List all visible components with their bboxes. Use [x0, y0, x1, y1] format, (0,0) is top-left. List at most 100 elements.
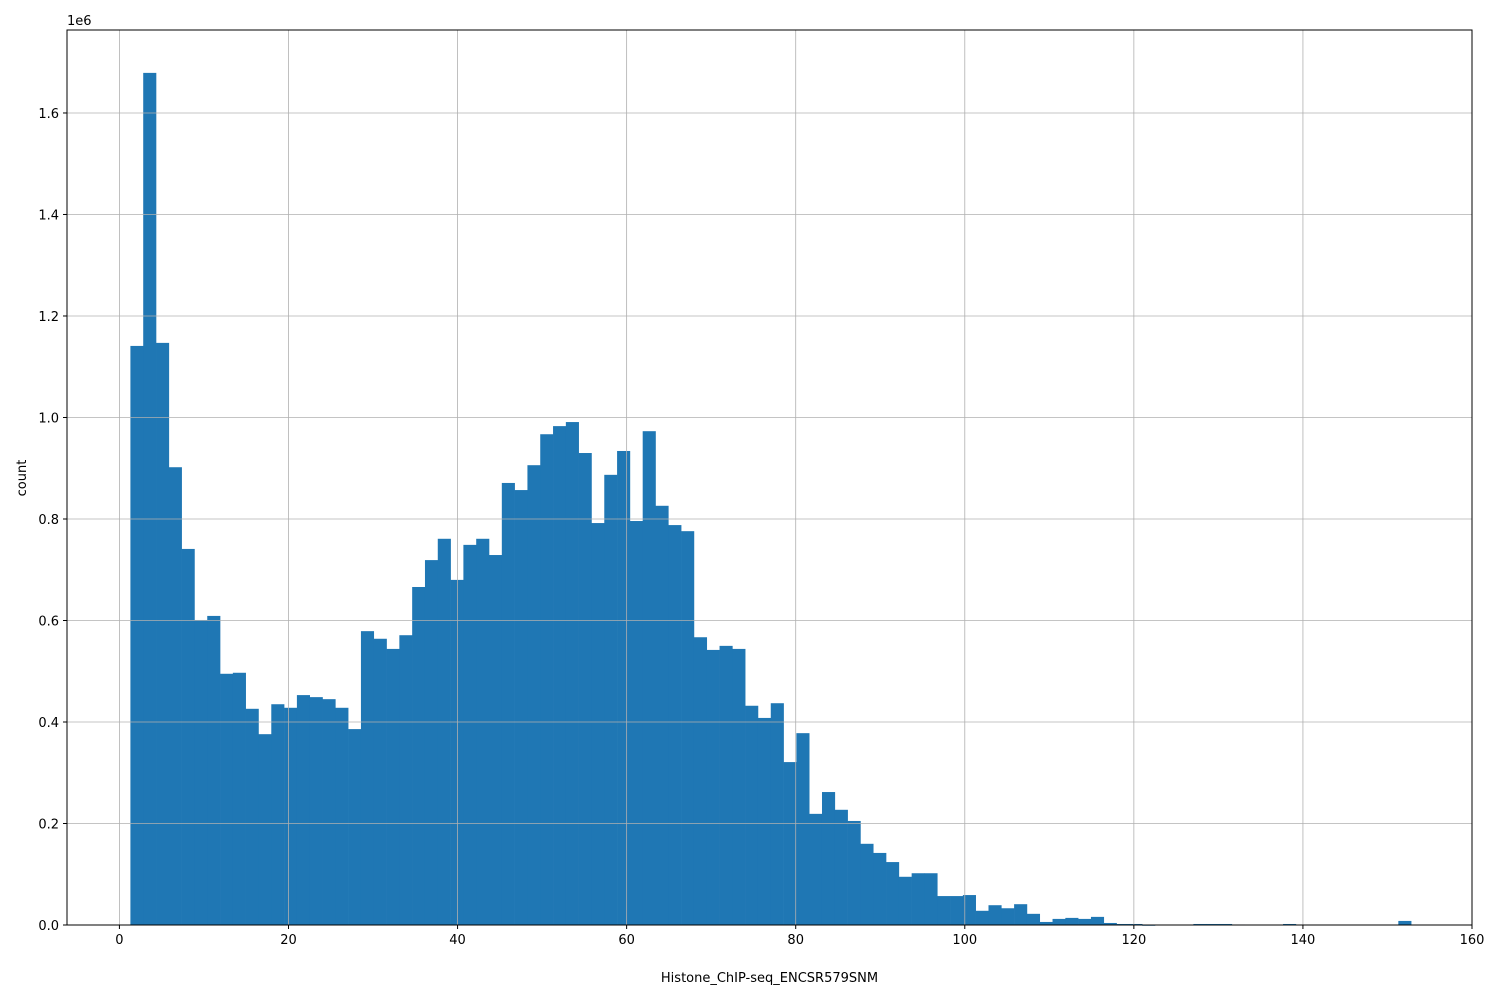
histogram-bar: [834, 809, 848, 925]
histogram-bar: [783, 762, 797, 925]
histogram-bar: [796, 733, 810, 925]
histogram-bar: [1090, 916, 1105, 925]
histogram-bar: [489, 555, 503, 925]
bars: [130, 72, 1412, 926]
histogram-bar: [693, 637, 708, 925]
x-tick-label: 60: [618, 933, 635, 948]
x-tick-label: 140: [1291, 933, 1316, 948]
histogram-bar: [360, 631, 375, 925]
histogram-bar: [809, 813, 823, 925]
histogram-bar: [898, 876, 912, 925]
histogram-bar: [501, 482, 515, 925]
histogram-bar: [232, 672, 246, 925]
axes-frame: [66, 29, 1473, 926]
y-tick-label: 1.0: [38, 411, 59, 426]
histogram-bar: [296, 695, 311, 925]
histogram-bar: [975, 910, 989, 925]
histogram-bar: [130, 345, 144, 925]
histogram-bar: [476, 538, 490, 925]
histogram-bar: [463, 544, 477, 925]
histogram-bar: [207, 615, 221, 925]
y-axis: 0.0 0.2 0.4 0.6 0.8 1.0 1.2 1.4 1.6: [38, 107, 67, 934]
histogram-bar: [386, 648, 400, 925]
histogram-bar: [719, 645, 733, 925]
histogram-bar: [860, 843, 874, 925]
histogram-bar: [373, 638, 387, 925]
histogram-bar: [1206, 923, 1220, 925]
histogram-bar: [962, 895, 976, 925]
histogram-bar: [156, 342, 170, 925]
histogram-bar: [706, 649, 720, 925]
histogram-bar: [681, 531, 695, 925]
y-offset-label: 1e6: [67, 14, 92, 29]
x-axis: 0 20 40 60 80 100 120 140 160: [115, 925, 1484, 948]
histogram-bar: [194, 619, 208, 925]
histogram-bar: [565, 422, 579, 925]
histogram-bar: [1026, 913, 1041, 925]
y-tick-label: 1.2: [38, 310, 59, 325]
x-tick-label: 100: [952, 933, 977, 948]
x-tick-label: 0: [115, 933, 123, 948]
histogram-bar: [540, 434, 554, 925]
y-tick-label: 0.4: [38, 716, 59, 731]
histogram-bar: [668, 525, 682, 925]
histogram-bar: [245, 708, 259, 925]
histogram-bar: [821, 792, 836, 925]
x-tick-label: 20: [280, 933, 297, 948]
x-axis-label: Histone_ChIP-seq_ENCSR579SNM: [661, 971, 878, 986]
histogram-bar: [757, 717, 772, 925]
y-tick-label: 0.8: [38, 513, 59, 528]
histogram-bar: [847, 820, 861, 925]
histogram-bar: [732, 648, 746, 925]
histogram-bar: [258, 734, 272, 925]
histogram-bar: [527, 465, 541, 925]
histogram-bar: [1116, 923, 1130, 925]
y-tick-label: 1.6: [38, 107, 59, 122]
histogram-bar: [642, 431, 656, 925]
histogram-bar: [1398, 920, 1412, 925]
histogram-bar: [1078, 918, 1092, 925]
histogram-bar: [950, 896, 964, 925]
histogram-bar: [1283, 923, 1297, 925]
histogram-bar: [1039, 921, 1053, 925]
x-tick-label: 160: [1460, 933, 1485, 948]
histogram-bar: [937, 896, 951, 925]
histogram-bar: [335, 707, 349, 925]
histogram-bar: [924, 873, 938, 925]
histogram-bar: [348, 729, 362, 925]
histogram-bar: [770, 703, 784, 925]
x-tick-label: 120: [1121, 933, 1146, 948]
histogram-bar: [450, 579, 464, 925]
histogram-bar: [284, 707, 298, 925]
histogram-bar: [412, 586, 426, 925]
histogram-bar: [1219, 923, 1233, 925]
histogram-bar: [591, 523, 605, 925]
histogram-bar: [655, 505, 669, 925]
histogram-bar: [514, 490, 528, 925]
histogram-bar: [220, 673, 234, 925]
histogram-bar: [886, 862, 900, 925]
histogram-bar: [143, 72, 157, 925]
histogram-bar: [1052, 918, 1066, 925]
histogram-bar: [168, 467, 182, 925]
y-tick-label: 1.4: [38, 208, 59, 223]
histogram-bar: [617, 450, 631, 925]
y-tick-label: 0.0: [38, 919, 59, 934]
histogram-bar: [437, 538, 451, 925]
histogram-bar: [604, 474, 618, 925]
histogram-bar: [271, 704, 285, 925]
x-tick-label: 40: [449, 933, 466, 948]
histogram-bar: [578, 453, 592, 925]
histogram-bar: [322, 699, 336, 925]
x-tick-label: 80: [787, 933, 804, 948]
histogram-bar: [399, 635, 413, 925]
histogram-bar: [1014, 904, 1028, 925]
y-axis-label: count: [15, 460, 30, 497]
histogram-bar: [181, 548, 195, 925]
histogram-bar: [873, 852, 887, 925]
y-tick-label: 0.6: [38, 614, 59, 629]
y-tick-label: 0.2: [38, 817, 59, 832]
histogram-bar: [424, 560, 439, 925]
histogram-bar: [309, 697, 323, 925]
